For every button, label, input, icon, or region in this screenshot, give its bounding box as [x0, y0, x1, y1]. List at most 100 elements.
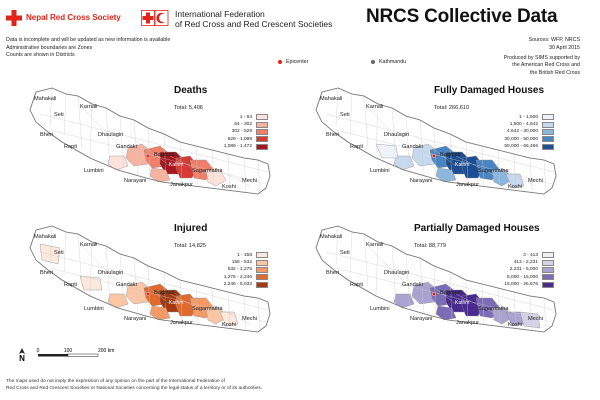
- legend-swatch: [256, 121, 268, 128]
- legend-label: 302 - 529: [231, 129, 252, 135]
- district-boundary: [257, 297, 261, 332]
- zone-label-mahakali: Mahakali: [34, 234, 56, 240]
- zone-label-sagarmatha: Sagarmatha: [192, 306, 223, 312]
- district-boundary: [105, 107, 111, 167]
- legend-swatch: [256, 128, 268, 135]
- zone-label-bheri: Bheri: [326, 132, 339, 138]
- district-region: [375, 143, 399, 159]
- district-boundary: [179, 279, 183, 324]
- district-boundary: [495, 165, 537, 187]
- legend-label: 1 - 64: [239, 114, 252, 120]
- ifrc-emblem-icon: [141, 10, 169, 26]
- district-boundary: [163, 133, 167, 183]
- legend-row: 413 - 2,231: [504, 259, 554, 266]
- zone-label-mahakali: Mahakali: [320, 234, 342, 240]
- district-boundary: [433, 127, 437, 180]
- fully-panel-title: Fully Damaged Houses: [434, 85, 545, 96]
- district-boundary: [335, 87, 339, 127]
- deaths-panel-title: Deaths: [174, 85, 208, 96]
- zone-label-janakpur: Janakpur: [170, 320, 193, 326]
- district-boundary: [455, 293, 497, 315]
- district-boundary: [257, 159, 261, 194]
- zone-label-dhaulagiri: Dhaulagiri: [98, 132, 123, 138]
- zone-label-bagmati: Bagmati: [440, 152, 461, 158]
- district-boundary: [375, 103, 379, 157]
- disclaimer-line: The maps used do not imply the expressio…: [6, 379, 225, 384]
- note-line: Counts are shown in Districts: [6, 52, 75, 59]
- district-boundary: [147, 127, 151, 180]
- legend-label: 2,246 - 5,033: [223, 282, 252, 288]
- disclaimer: The maps used do not imply the expressio…: [6, 379, 336, 392]
- zone-label-lumbini: Lumbini: [370, 306, 390, 312]
- zone-label-bagmati: Bagmati: [154, 152, 175, 158]
- sources-line: Sources: WFP, NRCS: [528, 37, 580, 43]
- legend-swatch: [542, 281, 554, 288]
- district-boundary: [179, 141, 183, 186]
- legend-label: 1,500 - 4,642: [509, 122, 538, 128]
- district-boundary: [63, 93, 67, 137]
- zone-label-seti: Seti: [54, 250, 64, 256]
- district-boundary: [227, 291, 231, 330]
- zone-label-mechi: Mechi: [242, 316, 257, 322]
- district-boundary: [195, 283, 199, 326]
- legend-row: 1,500 - 4,642: [504, 121, 554, 128]
- district-boundary: [455, 155, 497, 177]
- district-boundary: [391, 245, 397, 305]
- district-boundary: [209, 303, 251, 325]
- district-boundary: [465, 279, 469, 324]
- note-line: Administrative boundaries are Zones: [6, 44, 93, 51]
- sources: Sources: WFP, NRCS 30 April 2015: [529, 37, 580, 52]
- zone-label-mechi: Mechi: [528, 178, 543, 184]
- zone-label-seti: Seti: [340, 112, 350, 118]
- district-boundary: [497, 149, 501, 190]
- produced-line: the American Red Cross and: [512, 62, 580, 69]
- kathmandu-map-label: Kathm: [169, 300, 183, 306]
- legend-row: 5,000 - 15,000: [504, 274, 554, 281]
- kathmandu-marker-icon: [164, 300, 168, 304]
- district-boundary: [325, 251, 555, 311]
- legend-swatch: [542, 114, 554, 121]
- district-boundary: [243, 157, 247, 193]
- zone-label-karnali: Karnali: [80, 104, 97, 110]
- legend-label: 1,275 - 2,246: [223, 274, 252, 280]
- district-region: [149, 167, 171, 183]
- district-boundary: [481, 283, 485, 326]
- district-boundary: [119, 253, 125, 311]
- legend-label: 1 - 158: [237, 252, 252, 258]
- zone-label-koshi: Koshi: [222, 322, 236, 328]
- partially-damaged-map-panel: Mahakali Seti Karnali Bheri Dhaulagiri Rapti G…: [306, 214, 586, 339]
- fully-panel-total: Total: 266,610: [434, 105, 470, 111]
- district-boundary: [375, 241, 379, 295]
- legend-label: 3 - 413: [523, 252, 538, 258]
- district-boundary: [211, 149, 215, 190]
- kathmandu-map-label: Kathm: [455, 162, 469, 168]
- zone-label-sagarmatha: Sagarmatha: [478, 306, 509, 312]
- zone-label-janakpur: Janakpur: [170, 182, 193, 188]
- epicenter-marker-icon: [145, 153, 150, 158]
- legend-label: 5,000 - 15,000: [507, 274, 538, 280]
- district-boundary: [405, 115, 411, 173]
- zone-label-koshi: Koshi: [508, 322, 522, 328]
- legend-row: 1 - 158: [218, 252, 268, 259]
- legend-swatch: [256, 281, 268, 288]
- zone-label-janakpur: Janakpur: [456, 182, 479, 188]
- district-boundary: [419, 119, 425, 177]
- kathmandu-label: Kathmandu: [379, 59, 407, 65]
- district-boundary: [481, 145, 485, 188]
- deaths-panel-total: Total: 5,406: [174, 105, 203, 111]
- legend-row: 532 - 1,275: [218, 266, 268, 273]
- zone-label-seti: Seti: [340, 250, 350, 256]
- zone-label-mechi: Mechi: [528, 316, 543, 322]
- ifrc-name: International Federation of Red Cross an…: [175, 9, 375, 29]
- kathmandu-legend: Kathmandu: [371, 59, 406, 65]
- ifrc-name-line1: International Federation: [175, 9, 265, 19]
- fully-damaged-map-panel: Mahakali Seti Karnali Bheri Dhaulagiri Rapti G…: [306, 76, 586, 201]
- legend-row: 4,642 - 30,000: [504, 128, 554, 135]
- zone-label-narayani: Narayani: [410, 316, 432, 322]
- legend-swatch: [542, 266, 554, 273]
- partially-panel-title: Partially Damaged Houses: [414, 223, 540, 234]
- legend-swatch: [542, 143, 554, 150]
- district-boundary: [133, 257, 139, 315]
- zone-label-rapti: Rapti: [64, 282, 77, 288]
- legend-swatch: [256, 259, 268, 266]
